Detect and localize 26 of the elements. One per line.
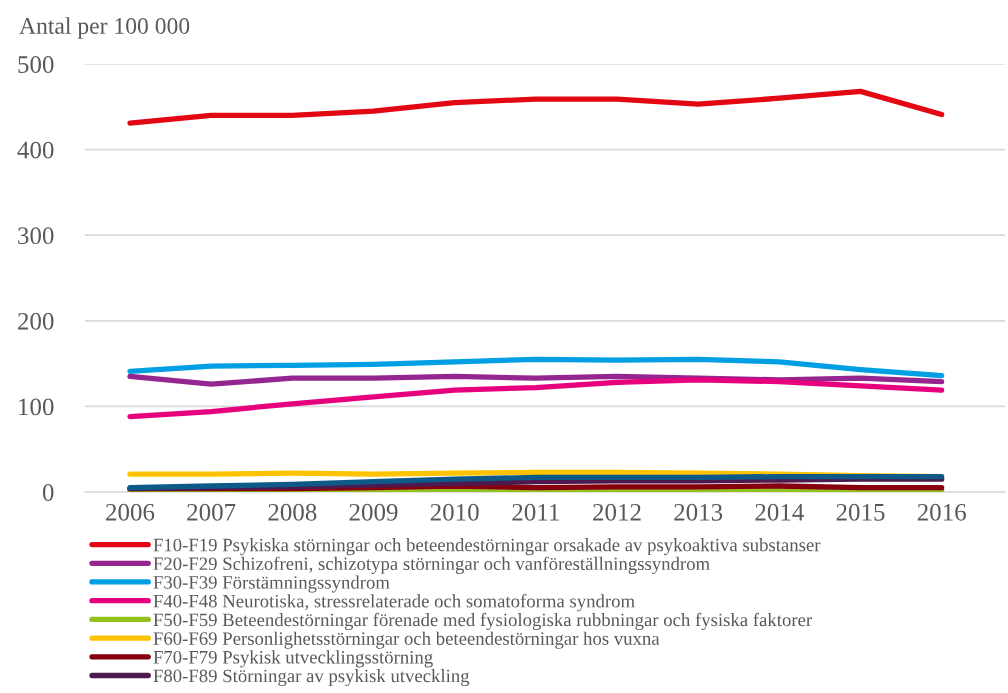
x-tick-label: 2009 bbox=[349, 503, 398, 521]
legend-label: F60-F69 Personlighetsstörningar och beteendestörningar hos vuxna bbox=[153, 631, 660, 649]
y-tick-label: 100 bbox=[19, 398, 54, 416]
legend-label: F50-F59 Beteendestörningar förenade med fysiologiska rubbningar och fysiska faktorer bbox=[153, 612, 812, 631]
x-tick-label: 2016 bbox=[917, 503, 966, 521]
legend-label: F80-F89 Störningar av psykisk utveckling bbox=[153, 669, 470, 687]
y-tick-label: 400 bbox=[17, 141, 54, 159]
y-tick-label: 0 bbox=[42, 484, 54, 501]
y-tick-label: 500 bbox=[18, 56, 54, 73]
legend-label: F20-F29 Schizofreni, schizotypa störningar och vanföreställningssyndrom bbox=[153, 556, 710, 574]
x-tick-label: 2014 bbox=[755, 503, 804, 521]
x-tick-label: 2008 bbox=[268, 503, 317, 521]
x-tick-label: 2015 bbox=[836, 503, 885, 521]
x-tick-label: 2006 bbox=[106, 503, 155, 521]
y-tick-label: 300 bbox=[18, 227, 54, 245]
x-tick-label: 2010 bbox=[430, 503, 479, 521]
legend-label: F30-F39 Förstämningssyndrom bbox=[153, 575, 390, 593]
y-tick-label: 200 bbox=[18, 312, 54, 330]
legend-label: F10-F19 Psykiska störningar och beteendestörningar orsakade av psykoaktiva substanser bbox=[153, 538, 821, 556]
x-tick-label: 2007 bbox=[187, 503, 236, 521]
legend-label: F40-F48 Neurotiska, stressrelaterade och somatoforma syndrom bbox=[153, 594, 635, 612]
x-tick-label: 2012 bbox=[593, 503, 641, 521]
legend-label: F70-F79 Psykisk utvecklingsstörning bbox=[153, 650, 433, 668]
x-tick-label: 2013 bbox=[674, 503, 723, 521]
y-axis-title: Antal per 100 000 bbox=[19, 17, 190, 39]
x-tick-label: 2011 bbox=[512, 503, 559, 521]
